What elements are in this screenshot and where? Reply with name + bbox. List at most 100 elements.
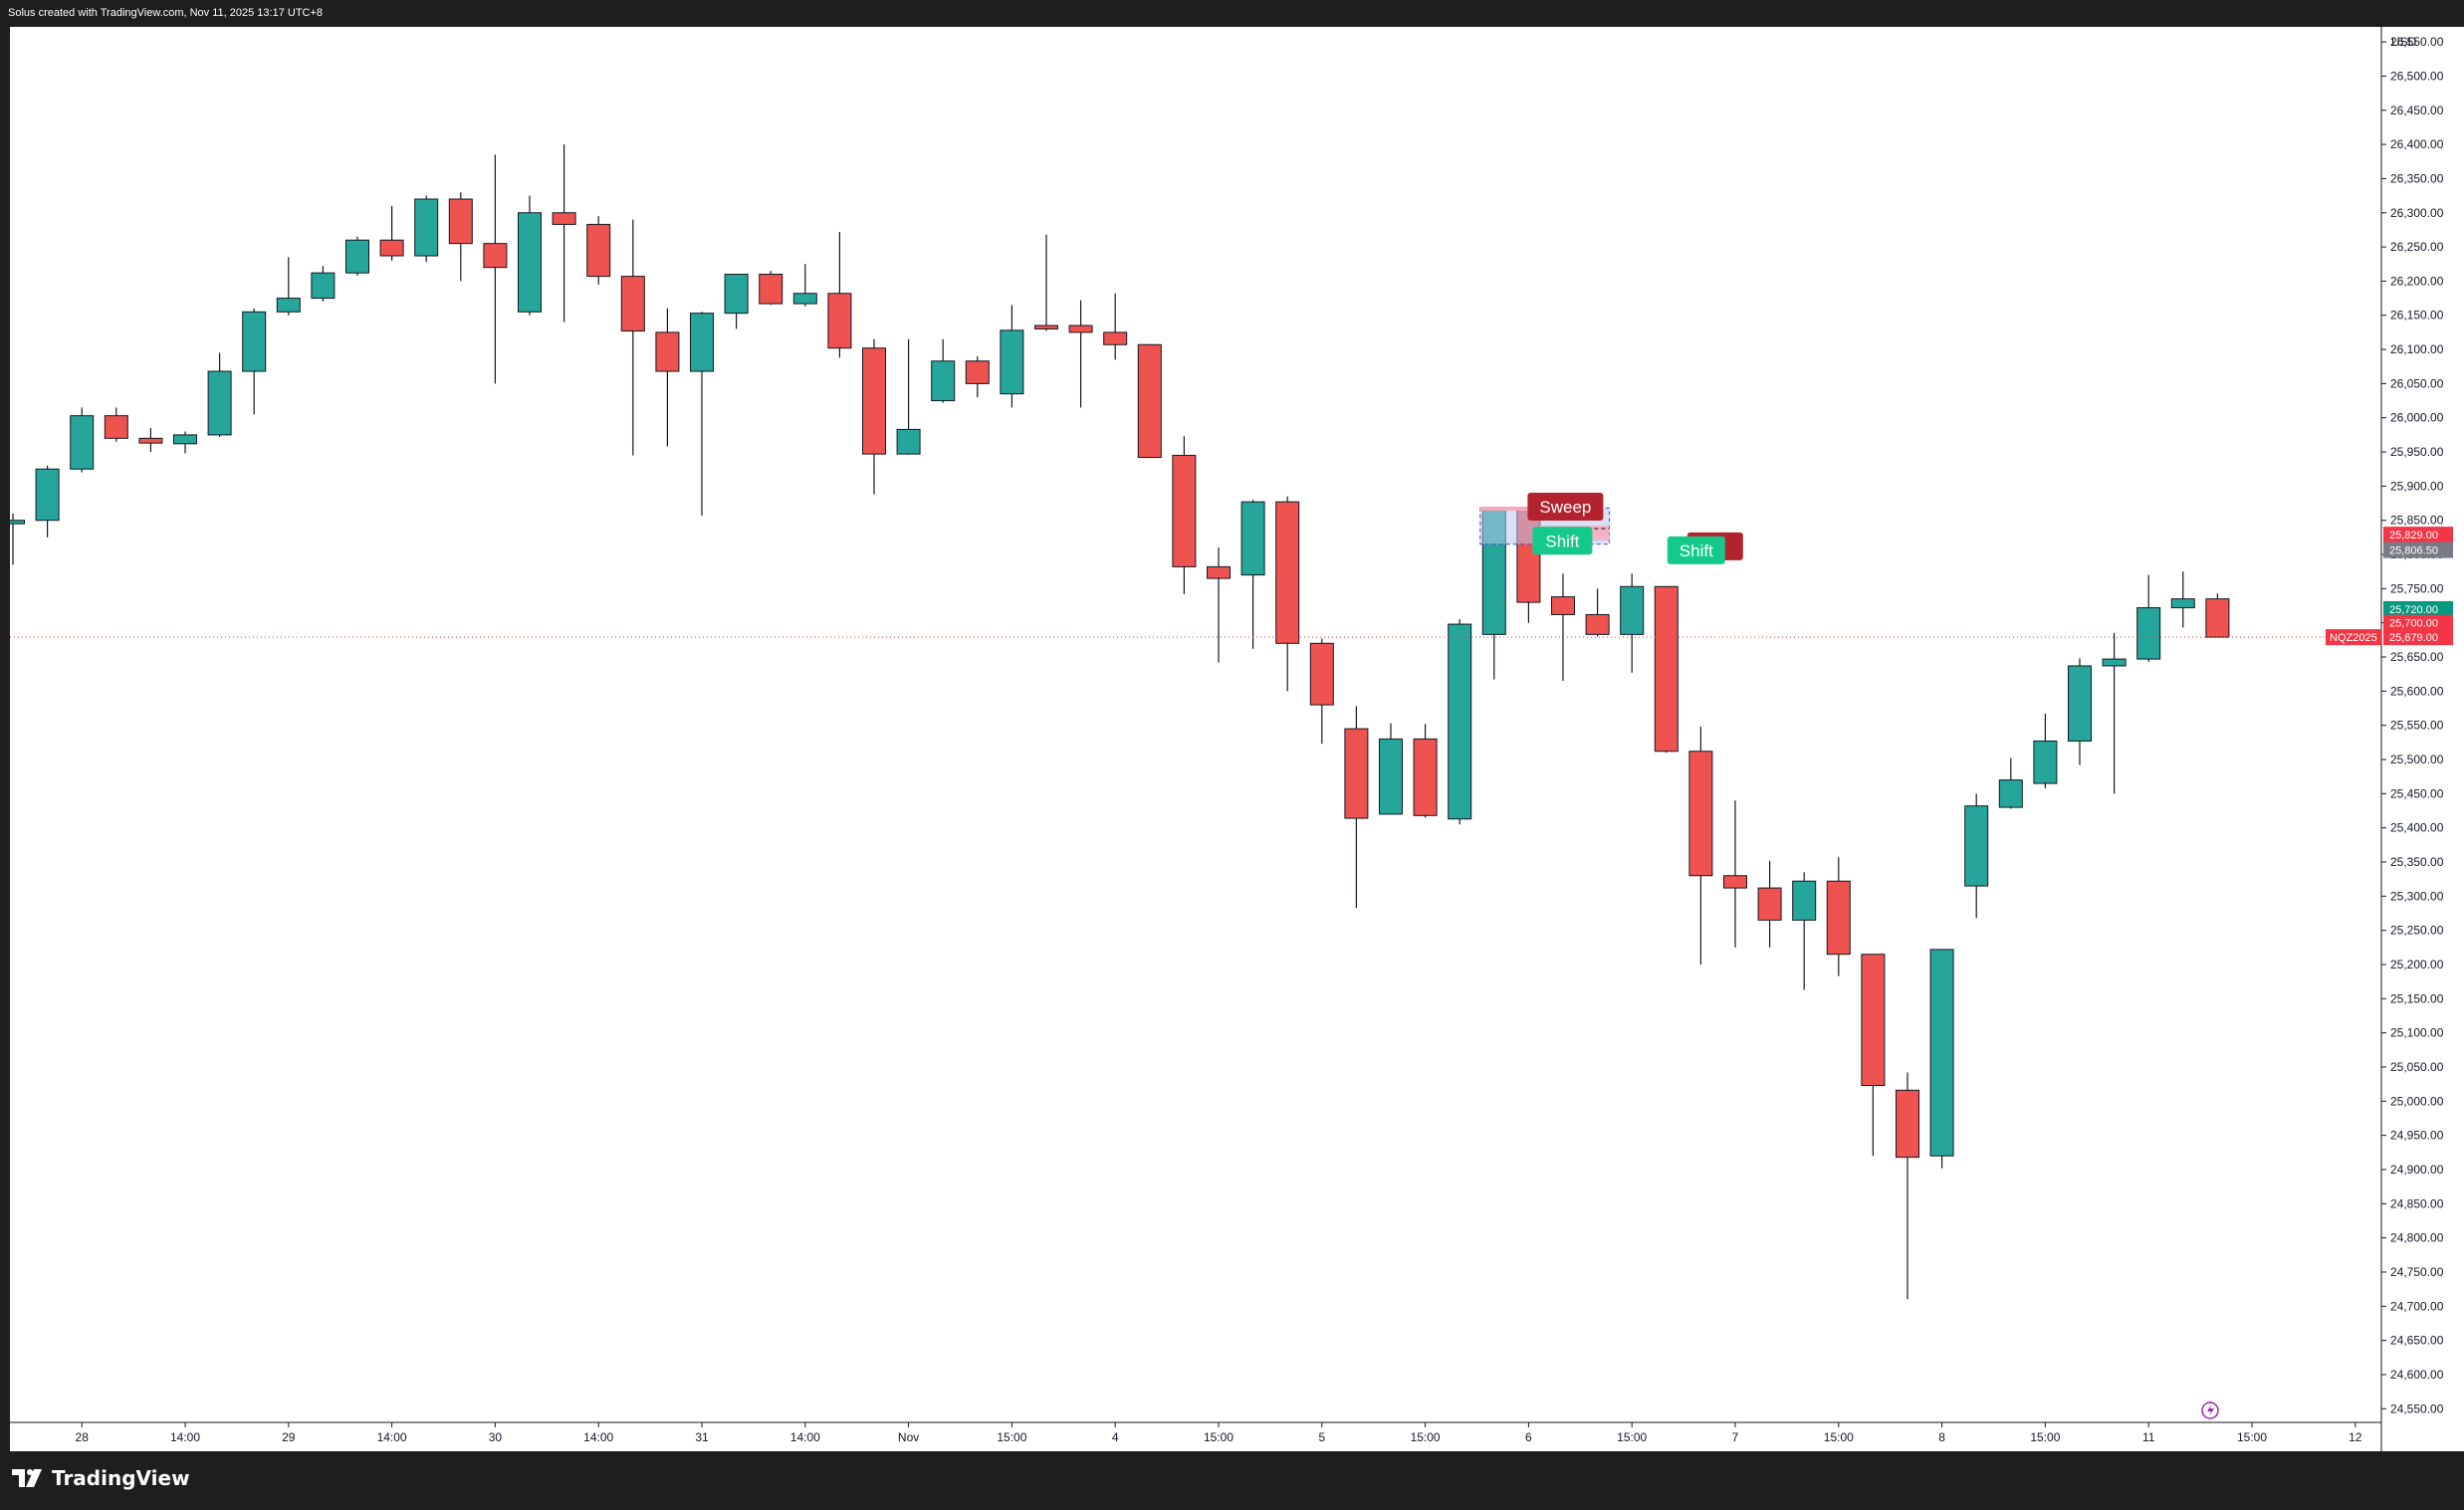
lightning-icon[interactable] [2201,1402,2219,1419]
candle[interactable] [2102,632,2127,794]
candle[interactable] [1240,500,1265,649]
price-tick-label: 25,000.00 [2390,1094,2444,1108]
candle[interactable] [586,216,611,285]
price-axis[interactable]: USD 24,550.00 24,600.00 24,650.00 24,700.00 2… [2326,27,2453,1451]
tradingview-logo[interactable]: TradingView [12,1466,190,1490]
price-tag: 25,700.00 [2383,614,2453,631]
candle[interactable] [2205,593,2230,638]
candle[interactable] [1792,872,1817,990]
candle-body [1723,875,1747,889]
candle[interactable] [1103,293,1128,360]
candle[interactable] [1757,860,1782,948]
time-axis[interactable]: 28 14:00 29 14:00 30 14:00 31 14:00 Nov 15:00 4 15:… [10,1421,2381,1444]
candle[interactable] [620,219,645,456]
candle-body [1688,751,1713,877]
candle[interactable] [1620,573,1645,673]
candle[interactable] [965,355,990,398]
price-tag-text: 25,700.00 [2389,618,2438,630]
candle[interactable] [1137,343,1162,459]
candle[interactable] [1998,757,2023,809]
candle[interactable] [518,195,542,316]
currency-label: USD [2391,35,2417,49]
candle[interactable] [2068,658,2092,765]
candle[interactable] [1068,300,1093,408]
price-tag: 25,806.50 [2383,541,2453,558]
candle[interactable] [1207,547,1231,663]
candle-body [1896,1089,1919,1159]
candle[interactable] [759,271,784,306]
candle[interactable] [10,513,25,565]
candle[interactable] [414,195,439,263]
candle[interactable] [448,192,473,282]
candle[interactable] [862,338,886,495]
price-tick-label: 26,050.00 [2390,376,2444,390]
tradingview-logo-icon [12,1469,42,1487]
footer-brand: TradingView [52,1466,190,1490]
candle[interactable] [690,312,714,516]
candle[interactable] [931,338,956,403]
price-tick-label: 26,350.00 [2390,171,2444,185]
candle[interactable] [1275,496,1300,692]
price-tick-label: 25,650.00 [2390,650,2444,664]
candle-body [931,360,956,402]
candle[interactable] [1379,723,1403,815]
candle[interactable] [1654,585,1679,754]
price-tick-label: 25,400.00 [2390,821,2444,835]
price-tag-text: 25,720.00 [2389,604,2438,616]
candle[interactable] [552,144,576,323]
shift-label: Shift [1532,527,1593,555]
candle[interactable] [379,205,404,261]
candle-body [655,331,680,372]
candle[interactable] [1723,800,1747,948]
plot-area[interactable] [10,144,2381,1419]
candle[interactable] [207,352,232,437]
candle[interactable] [2170,571,2195,628]
candle[interactable] [2033,714,2058,788]
candle[interactable] [1309,638,1334,745]
candle-body [1826,880,1851,956]
candle[interactable] [1000,305,1024,408]
candle-body [1620,585,1645,635]
candle[interactable] [1344,706,1369,909]
candle[interactable] [1929,949,1954,1169]
candle[interactable] [311,266,336,303]
candle[interactable] [138,428,163,453]
sweep-label-box [1527,492,1604,521]
candle[interactable] [104,407,128,442]
candle[interactable] [276,257,301,316]
candle[interactable] [1034,234,1058,331]
candle[interactable] [483,154,508,384]
candle[interactable] [1551,573,1575,682]
candle[interactable] [1413,724,1438,818]
candle[interactable] [896,338,921,455]
candle[interactable] [1826,857,1851,976]
price-chart[interactable]: Sweep Shift Shift USD 24,550.00 24,600.00 24,… [10,27,2464,1451]
price-tick-label: 24,700.00 [2390,1299,2444,1313]
candle[interactable] [242,308,267,415]
price-tick-label: 25,150.00 [2390,991,2444,1005]
candle[interactable] [655,308,680,447]
candle-body [1309,642,1334,706]
candle[interactable] [70,407,95,473]
candle[interactable] [35,465,60,538]
candle[interactable] [1896,1072,1919,1300]
candle[interactable] [1585,588,1610,637]
candle[interactable] [724,274,749,329]
candle-body [276,298,301,313]
candle-body [1207,565,1231,579]
candle[interactable] [173,431,197,454]
candle[interactable] [2136,574,2161,662]
candle[interactable] [1172,436,1197,594]
candle[interactable] [1964,793,1989,919]
price-tag-bg [2383,541,2453,558]
candle[interactable] [345,236,369,276]
candle[interactable] [827,231,852,358]
time-tick-label: 15:00 [2237,1430,2267,1444]
candle[interactable] [1861,954,1886,1157]
candle[interactable] [1448,619,1472,825]
candle[interactable] [1688,727,1713,965]
candle[interactable] [792,264,817,307]
price-tick-label: 26,100.00 [2390,342,2444,356]
current-price-tag-bg [2383,629,2453,646]
price-tick-label: 24,850.00 [2390,1196,2444,1210]
